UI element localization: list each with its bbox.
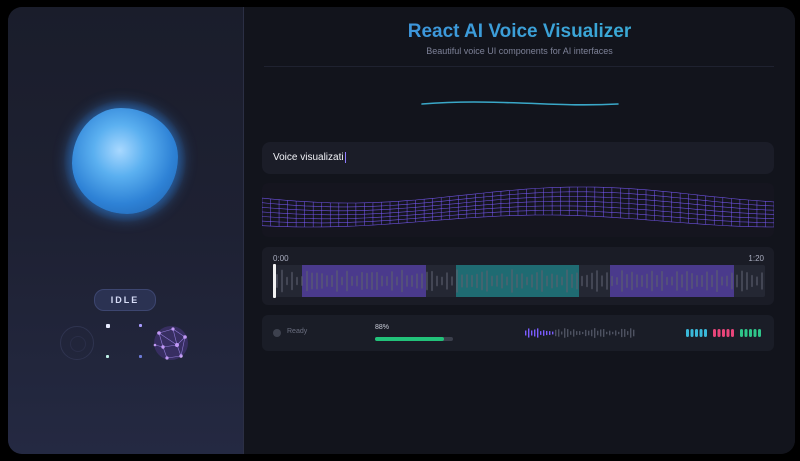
mini-waveform[interactable]: [524, 326, 636, 340]
current-time: 0:00: [273, 254, 289, 263]
waveform-bars: [276, 269, 763, 293]
status-bar: Ready 88%: [262, 315, 774, 351]
state-badge: IDLE: [94, 289, 156, 311]
waveform-track[interactable]: [273, 265, 765, 297]
pill-visualizer-green[interactable]: [740, 329, 762, 337]
progress-fill: [375, 337, 444, 341]
particle-dot: [139, 355, 142, 358]
particle-dot: [106, 355, 109, 358]
page-subtitle: Beautiful voice UI components for AI int…: [426, 46, 613, 56]
status-indicator: [273, 329, 281, 337]
pill-visualizer-teal[interactable]: [686, 329, 708, 337]
text-input[interactable]: Voice visualizati: [262, 142, 774, 174]
header-divider: [264, 66, 774, 67]
playhead-handle[interactable]: [273, 264, 276, 298]
line-wave-visualizer[interactable]: [420, 97, 620, 111]
text-caret: [344, 152, 346, 163]
voice-orb[interactable]: [72, 108, 178, 214]
audio-player[interactable]: 0:00 1:20: [262, 247, 774, 305]
duration: 1:20: [748, 254, 764, 263]
progress-label: 88%: [375, 324, 390, 331]
app-window: IDLE: [8, 7, 795, 454]
status-text: Ready: [287, 328, 308, 335]
neural-network-visualizer[interactable]: [151, 323, 191, 363]
progress-bar: [375, 337, 453, 341]
mesh-wave-visualizer[interactable]: [262, 183, 774, 237]
particle-dot: [139, 324, 142, 327]
page-title: React AI Voice Visualizer: [244, 21, 795, 43]
text-input-value[interactable]: Voice visualizati: [273, 152, 346, 164]
particle-dot: [106, 324, 110, 328]
main-panel: React AI Voice Visualizer Beautiful voic…: [244, 7, 795, 454]
ring-visualizer[interactable]: [60, 326, 94, 360]
mesh-wave-graphic: [262, 186, 774, 228]
left-panel: IDLE: [8, 7, 244, 454]
ring-inner: [70, 336, 86, 352]
pill-visualizer-pink[interactable]: [713, 329, 735, 337]
